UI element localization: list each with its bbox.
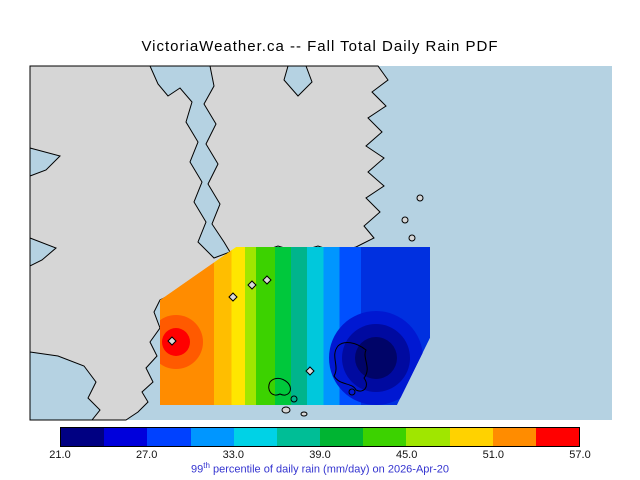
- island: [416, 194, 424, 202]
- station-marker: [262, 275, 272, 285]
- station-marker: [247, 280, 257, 290]
- rain-field-extrema: [160, 311, 423, 405]
- station-marker: [228, 292, 238, 302]
- colorbar-tick-labels: 21.0 27.0 33.0 39.0 45.0 51.0 57.0: [49, 449, 590, 461]
- bay-notch: [283, 65, 313, 97]
- island: [300, 411, 308, 417]
- station-markers: [167, 275, 315, 376]
- page-title: VictoriaWeather.ca -- Fall Total Daily R…: [141, 38, 499, 55]
- colorbar-segment: [492, 428, 536, 446]
- colorbar-tick-label: 27.0: [135, 449, 158, 461]
- islet-outline: [290, 395, 298, 403]
- caption-text: percentile of daily rain (mm/day) on 202…: [209, 463, 449, 476]
- colorbar-tick-label: 45.0: [395, 449, 418, 461]
- colorbar-tick-label: 57.0: [569, 449, 591, 461]
- colorbar-segment: [104, 428, 148, 446]
- colorbar: [60, 427, 580, 447]
- fjord-inlet: [29, 237, 57, 267]
- colorbar-tick-label: 33.0: [222, 449, 245, 461]
- overlay-coastlines: [268, 342, 368, 403]
- colorbar-segment: [449, 428, 493, 446]
- caption-number: 99: [191, 463, 204, 476]
- basin-inlet: [29, 351, 101, 421]
- colorbar-segment: [276, 428, 321, 446]
- extreme-ring: [162, 328, 190, 356]
- harbour-outline: [268, 377, 291, 396]
- colorbar-segment: [190, 428, 234, 446]
- colorbar-tick-label: 51.0: [482, 449, 505, 461]
- colorbar-tick-label: 39.0: [309, 449, 331, 461]
- island: [281, 406, 291, 414]
- rain-field: [160, 247, 430, 405]
- extreme-ring: [355, 337, 397, 379]
- fjord-inlet: [29, 147, 61, 177]
- islet-outline: [348, 388, 356, 396]
- colorbar-segment: [363, 428, 407, 446]
- colorbar-segment: [233, 428, 277, 446]
- colorbar-segment: [147, 428, 191, 446]
- station-marker: [167, 336, 177, 346]
- island: [401, 216, 409, 224]
- inlet-channel: [149, 65, 231, 259]
- colorbar-segment: [320, 428, 364, 446]
- harbour-outline: [333, 342, 368, 392]
- caption: 99th percentile of daily rain (mm/day) o…: [0, 461, 640, 476]
- colorbar-segment: [406, 428, 450, 446]
- colorbar-segment: [61, 428, 105, 446]
- colorbar-segment: [535, 428, 580, 446]
- caption-ordinal: th: [203, 461, 210, 470]
- station-marker: [305, 366, 315, 376]
- colorbar-tick-label: 21.0: [49, 449, 71, 461]
- island: [408, 234, 416, 242]
